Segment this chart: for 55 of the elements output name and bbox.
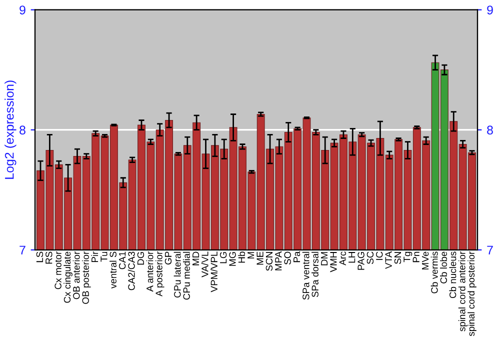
- y-axis-title: Log2 (expression): [4, 80, 16, 179]
- x-tick-label: GP: [164, 252, 172, 264]
- x-tick-label: OB posterior: [82, 251, 91, 304]
- x-tick-label: SCN: [266, 252, 273, 271]
- x-tick-label: Pn: [412, 252, 420, 262]
- x-tick-label: IC: [376, 252, 383, 260]
- x-tick-label: A anterior: [146, 251, 154, 292]
- x-tick-label: DG: [137, 252, 144, 265]
- x-tick-label: RS: [46, 252, 52, 264]
- x-tick-label: Cx cingulate: [64, 252, 72, 303]
- x-tick-label: spinal cord posterior: [468, 251, 476, 336]
- x-tick-label: Hb: [238, 252, 246, 263]
- y-tick-label: 9: [20, 6, 26, 14]
- x-tick-label: Tg: [404, 252, 412, 262]
- x-tick-label: CPu medial: [182, 252, 190, 300]
- x-tick-label: SN: [394, 252, 402, 264]
- x-tick-label: SC: [366, 252, 374, 264]
- x-tick-label: Pa: [294, 251, 300, 262]
- x-tick-label: Cx motor: [54, 251, 62, 290]
- x-tick-label: CA2/CA3: [128, 252, 135, 290]
- x-tick-label: VA/VL: [201, 252, 208, 278]
- x-tick-label: DM: [321, 252, 328, 266]
- x-tick-label: MPA: [275, 251, 282, 270]
- x-tick-label: SPa ventral: [302, 252, 310, 300]
- x-tick-label: LG: [220, 252, 227, 264]
- x-tick-label: CPu lateral: [174, 252, 181, 298]
- y-tick-label: 7: [20, 246, 26, 254]
- x-tick-label: A posterior: [155, 251, 164, 296]
- x-tick-label: VTA: [385, 251, 392, 269]
- x-tick-label: MVe: [422, 252, 429, 270]
- x-tick-label: M: [248, 252, 254, 258]
- x-tick-label: spinal cord anterior: [458, 251, 468, 332]
- y2-tick-label: 9: [487, 6, 493, 14]
- x-tick-label: ME: [256, 252, 264, 265]
- x-tick-label: Pir: [91, 251, 98, 262]
- y2-tick-label: 7: [487, 246, 493, 254]
- x-tick-label: MG: [229, 252, 236, 266]
- x-tick-label: OB anterior: [72, 251, 80, 300]
- x-tick-label: LS: [36, 252, 44, 262]
- x-tick-label: Cb lobe: [440, 252, 447, 284]
- x-tick-label: VMH: [330, 252, 337, 272]
- x-tick-label: PAG: [358, 252, 364, 270]
- x-tick-label: Cb nucleus: [449, 252, 456, 298]
- y2-tick-label: 8: [487, 126, 493, 134]
- y-tick-label: 8: [20, 126, 26, 134]
- x-tick-label: SPa dorsal: [312, 252, 318, 298]
- x-tick-label: Cb vermis: [430, 252, 438, 294]
- x-tick-label: SO: [284, 252, 291, 265]
- x-tick-label: Arc: [339, 252, 346, 266]
- x-tick-label: CA1: [118, 252, 126, 270]
- x-tick-label: Tu: [100, 252, 108, 262]
- x-tick-label: ventral S: [110, 252, 116, 289]
- x-tick-label: LH: [348, 252, 356, 263]
- x-tick-label: MD: [192, 252, 200, 266]
- x-tick-label: VPM/VPL: [210, 252, 218, 292]
